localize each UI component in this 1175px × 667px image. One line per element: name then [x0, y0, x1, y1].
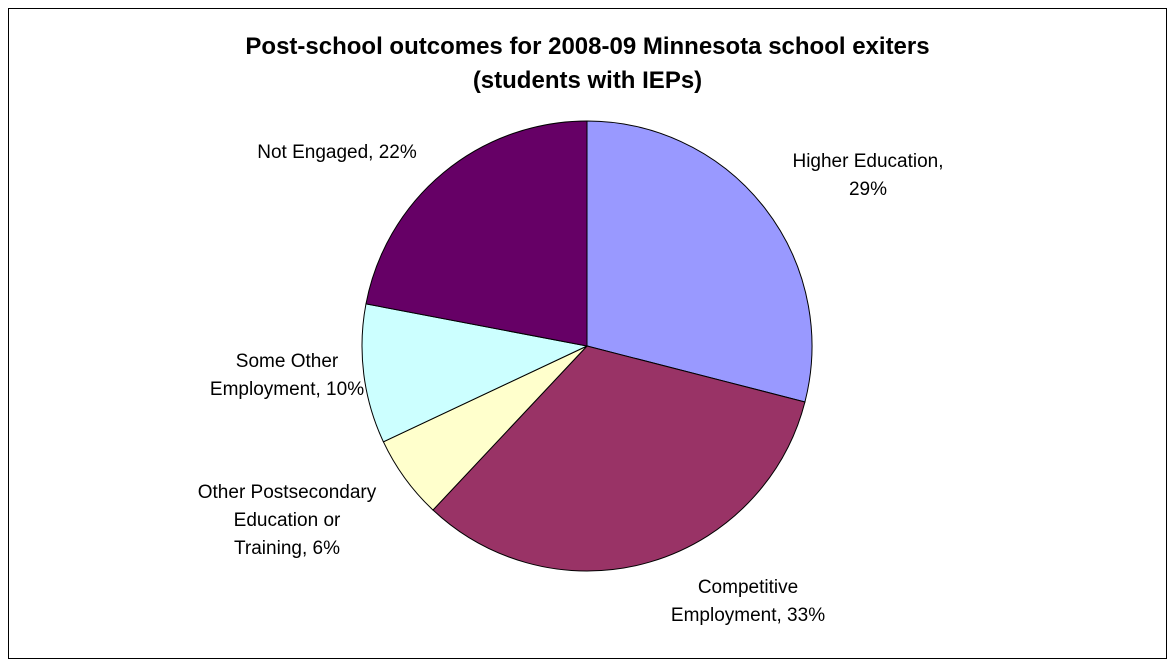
slice-label: Not Engaged, 22%	[257, 142, 417, 163]
pie-slice-not-engaged	[365, 120, 588, 347]
chart-title-line-2: (students with IEPs)	[472, 67, 703, 94]
slice-label-line: 29%	[849, 179, 887, 200]
slice-label-line: Education or	[234, 510, 341, 531]
slice-label-line: Some Other	[236, 351, 339, 372]
slice-label-line: Other Postsecondary	[198, 482, 377, 503]
slice-label-line: Not Engaged, 22%	[257, 142, 417, 163]
slice-label: Competitive Employment, 33%	[671, 577, 825, 626]
pie-slices	[361, 120, 813, 572]
slice-label: Some Other Employment, 10%	[210, 351, 364, 400]
slice-label-line: Employment, 10%	[210, 379, 364, 400]
slice-label-line: Competitive	[698, 577, 798, 598]
pie-slice-some-other-employment	[361, 303, 589, 443]
slice-label-line: Training, 6%	[234, 538, 340, 559]
pie-labels: Higher Education, 29% Competitive Employmen…	[198, 142, 944, 626]
slice-label-line: Higher Education,	[792, 151, 943, 172]
slice-label-line: Employment, 33%	[671, 605, 825, 626]
slice-label: Higher Education, 29%	[792, 151, 943, 200]
slice-label: Other Postsecondary Education or Training,…	[198, 482, 377, 559]
pie-slice-higher-education	[586, 120, 813, 403]
pie-slice-competitive-employment	[432, 345, 806, 572]
chart-title-line-1: Post-school outcomes for 2008-09 Minneso…	[245, 33, 930, 60]
chart-title: Post-school outcomes for 2008-09 Minneso…	[0, 30, 1175, 98]
